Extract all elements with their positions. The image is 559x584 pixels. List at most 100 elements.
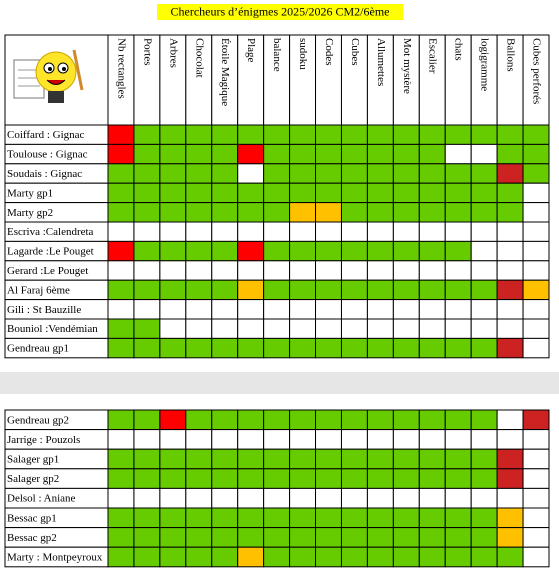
status-cell bbox=[133, 279, 161, 301]
status-cell bbox=[418, 182, 446, 204]
header-cell bbox=[133, 34, 161, 126]
status-cell bbox=[444, 448, 472, 470]
status-cell bbox=[133, 143, 161, 165]
status-cell bbox=[159, 318, 187, 339]
status-cell bbox=[133, 202, 161, 223]
status-cell bbox=[211, 221, 239, 242]
status-cell bbox=[315, 429, 342, 450]
status-cell bbox=[289, 337, 317, 359]
status-cell bbox=[444, 163, 472, 184]
status-cell bbox=[211, 527, 239, 548]
status-cell bbox=[263, 279, 291, 301]
status-cell bbox=[237, 260, 265, 281]
status-cell bbox=[522, 468, 550, 489]
status-cell bbox=[211, 318, 239, 339]
status-cell bbox=[418, 124, 446, 145]
column-header: Cubes perforés bbox=[530, 38, 542, 104]
status-cell bbox=[444, 546, 472, 568]
status-cell bbox=[522, 299, 550, 320]
status-cell bbox=[211, 163, 239, 184]
status-cell bbox=[107, 124, 135, 145]
status-cell bbox=[107, 202, 135, 223]
status-cell bbox=[444, 202, 472, 223]
status-cell bbox=[340, 260, 368, 281]
status-cell bbox=[418, 163, 446, 184]
status-cell bbox=[392, 468, 420, 489]
column-header: Mot mystère bbox=[401, 38, 413, 94]
status-cell bbox=[289, 299, 317, 320]
status-cell bbox=[315, 337, 342, 359]
status-cell bbox=[315, 240, 342, 262]
status-cell bbox=[107, 299, 135, 320]
status-cell bbox=[315, 299, 342, 320]
column-header: Codes bbox=[323, 38, 335, 66]
status-cell bbox=[444, 409, 472, 431]
status-cell bbox=[392, 299, 420, 320]
status-cell bbox=[340, 337, 368, 359]
status-cell bbox=[237, 279, 265, 301]
status-cell bbox=[159, 182, 187, 204]
header-cell bbox=[340, 34, 368, 126]
status-cell bbox=[315, 546, 342, 568]
status-cell bbox=[470, 279, 498, 301]
logo-mouth bbox=[46, 79, 66, 85]
header-cell bbox=[366, 34, 394, 126]
status-cell bbox=[470, 240, 498, 262]
status-cell bbox=[418, 429, 446, 450]
status-cell bbox=[444, 318, 472, 339]
row-name: Bessac gp1 bbox=[7, 512, 57, 524]
row-name: Soudais : Gignac bbox=[7, 168, 82, 180]
status-cell bbox=[107, 143, 135, 165]
title: Chercheurs d’énigmes 2025/2026 CM2/6ème bbox=[171, 4, 390, 18]
status-cell bbox=[470, 429, 498, 450]
status-cell bbox=[211, 143, 239, 165]
status-cell bbox=[392, 163, 420, 184]
status-cell bbox=[496, 279, 524, 301]
status-cell bbox=[366, 409, 394, 431]
status-cell bbox=[133, 527, 161, 548]
status-cell bbox=[237, 448, 265, 470]
status-cell bbox=[315, 279, 342, 301]
status-cell bbox=[133, 507, 161, 529]
status-cell bbox=[496, 429, 524, 450]
status-cell bbox=[185, 182, 213, 204]
row-name: Toulouse : Gignac bbox=[7, 149, 88, 161]
status-cell bbox=[496, 409, 524, 431]
status-cell bbox=[418, 409, 446, 431]
status-cell bbox=[263, 429, 291, 450]
status-cell bbox=[392, 260, 420, 281]
status-cell bbox=[470, 527, 498, 548]
column-header: Arbres bbox=[167, 38, 179, 68]
status-cell bbox=[133, 337, 161, 359]
row-name: Bessac gp2 bbox=[7, 532, 57, 544]
status-cell bbox=[133, 163, 161, 184]
logo bbox=[13, 49, 84, 103]
status-cell bbox=[496, 487, 524, 509]
status-cell bbox=[211, 182, 239, 204]
status-cell bbox=[418, 318, 446, 339]
status-cell bbox=[315, 527, 342, 548]
status-cell bbox=[237, 546, 265, 568]
row-name: Marty gp2 bbox=[7, 207, 53, 219]
status-cell bbox=[263, 337, 291, 359]
status-cell bbox=[444, 487, 472, 509]
status-cell bbox=[159, 202, 187, 223]
status-cell bbox=[237, 487, 265, 509]
status-cell bbox=[107, 468, 135, 489]
status-cell bbox=[159, 124, 187, 145]
logo-bulb bbox=[35, 51, 77, 93]
status-cell bbox=[470, 202, 498, 223]
status-cell bbox=[185, 260, 213, 281]
status-cell bbox=[392, 527, 420, 548]
logo-pupil bbox=[48, 67, 52, 71]
status-cell bbox=[159, 527, 187, 548]
status-cell bbox=[340, 279, 368, 301]
status-cell bbox=[392, 429, 420, 450]
status-cell bbox=[263, 143, 291, 165]
status-cell bbox=[366, 337, 394, 359]
status-cell bbox=[366, 240, 394, 262]
status-cell bbox=[263, 240, 291, 262]
status-cell bbox=[107, 487, 135, 509]
status-cell bbox=[263, 487, 291, 509]
